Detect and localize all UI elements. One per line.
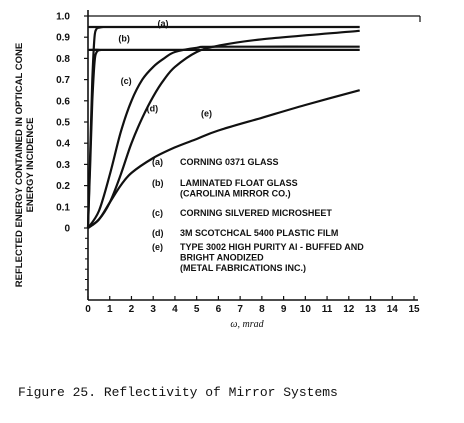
chart-curves [86, 25, 360, 229]
y-axis-ticks: 0 0.1 0.2 0.3 0.4 0.5 0.6 0.7 0.8 0.9 1.0 [56, 12, 88, 291]
legend-key: (d) [152, 228, 164, 238]
x-tick-label: 3 [150, 304, 156, 315]
y-tick-label: 1.0 [56, 12, 70, 23]
curve-e [87, 89, 360, 229]
legend-text: (CAROLINA MIRROR CO.) [180, 189, 291, 199]
x-tick-label: 11 [322, 304, 333, 315]
y-tick-label: 0.7 [56, 75, 70, 86]
legend-text: BRIGHT ANODIZED [180, 253, 264, 263]
y-axis-label-line-2: ENERGY INCIDENCE [25, 118, 36, 213]
legend-text: (METAL FABRICATIONS INC.) [180, 263, 306, 273]
curve-c [87, 45, 360, 229]
legend-text: CORNING 0371 GLASS [180, 157, 279, 167]
x-tick-label: 0 [85, 304, 91, 315]
y-tick-label: 0 [64, 224, 70, 235]
y-axis-label-line-1: REFLECTED ENERGY CONTAINED IN OPTICAL CO… [14, 43, 25, 287]
legend-text: CORNING SILVERED MICROSHEET [180, 208, 332, 218]
y-tick-label: 0.2 [56, 181, 70, 192]
x-tick-label: 4 [172, 304, 178, 315]
x-tick-label: 1 [107, 304, 113, 315]
x-tick-label: 2 [129, 304, 135, 315]
x-tick-label: 12 [343, 304, 355, 315]
curve-b [86, 48, 360, 229]
legend-key: (c) [152, 208, 163, 218]
y-tick-label: 0.6 [56, 96, 70, 107]
chart-legend: (a) CORNING 0371 GLASS (b) LAMINATED FLOAT … [152, 157, 364, 273]
x-tick-label: 15 [408, 304, 420, 315]
x-tick-label: 7 [237, 304, 243, 315]
x-tick-label: 6 [216, 304, 222, 315]
curve-label-b: (b) [118, 33, 130, 43]
curve-label-c: (c) [121, 76, 132, 86]
x-tick-label: 10 [300, 304, 312, 315]
curve-label-a: (a) [158, 19, 169, 29]
y-tick-label: 0.4 [56, 139, 70, 150]
curve-labels: (a) (b) (c) (d) (e) [118, 19, 212, 119]
legend-text: LAMINATED FLOAT GLASS [180, 178, 298, 188]
x-tick-label: 8 [259, 304, 265, 315]
x-tick-label: 9 [281, 304, 287, 315]
y-tick-label: 0.8 [56, 54, 70, 65]
legend-text: TYPE 3002 HIGH PURITY Al - BUFFED AND [180, 242, 364, 252]
curve-label-e: (e) [201, 109, 212, 119]
y-tick-label: 0.9 [56, 33, 70, 44]
legend-key: (b) [152, 178, 164, 188]
x-tick-label: 14 [387, 304, 399, 315]
x-tick-label: 5 [194, 304, 200, 315]
y-tick-label: 0.5 [56, 118, 70, 129]
legend-key: (e) [152, 242, 163, 252]
y-tick-label: 0.1 [56, 202, 70, 213]
x-tick-label: 13 [365, 304, 377, 315]
x-axis-label: ω, mrad [230, 319, 264, 330]
x-axis-ticks: 0 1 2 3 4 5 6 7 8 9 10 11 12 13 14 15 [85, 296, 420, 315]
curve-label-d: (d) [147, 103, 159, 113]
legend-text: 3M SCOTCHCAL 5400 PLASTIC FILM [180, 228, 338, 238]
figure-caption: Figure 25. Reflectivity of Mirror System… [18, 385, 338, 400]
legend-key: (a) [152, 157, 163, 167]
y-tick-label: 0.3 [56, 160, 70, 171]
